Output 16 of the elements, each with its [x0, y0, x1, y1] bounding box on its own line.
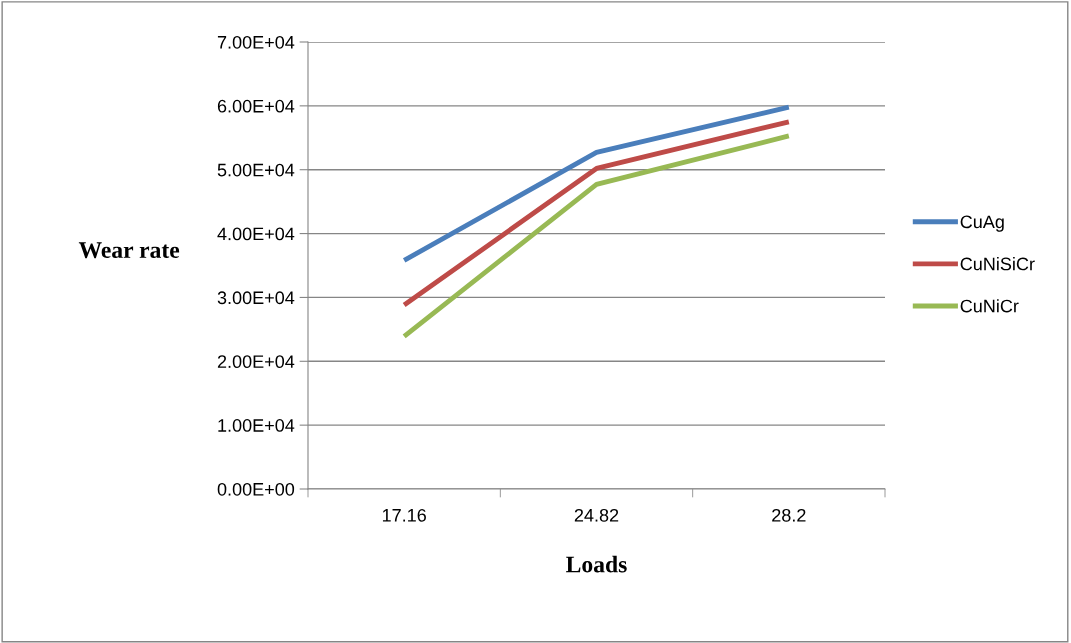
y-tick-label: 7.00E+04 — [217, 35, 295, 49]
y-tick-label: 2.00E+04 — [217, 355, 295, 369]
y-tick-label: 3.00E+04 — [217, 291, 295, 305]
x-axis-title: Loads — [566, 555, 627, 573]
y-tick-label: 1.00E+04 — [218, 419, 295, 432]
legend-label: CuNiCr — [960, 299, 1019, 313]
y-axis-title: Wear rate — [78, 242, 180, 259]
x-tick-label: 24.82 — [574, 508, 619, 522]
x-tick-label: 28.2 — [772, 508, 806, 522]
legend-label: CuAg — [960, 215, 1004, 232]
legend-label: CuNiSiCr — [960, 257, 1035, 271]
y-tick-label: 6.00E+04 — [217, 99, 295, 113]
y-tick-label: 5.00E+04 — [217, 163, 295, 177]
y-tick-label: 4.00E+04 — [217, 227, 295, 241]
x-tick-label: 17.16 — [382, 508, 426, 522]
y-tick-label: 0.00E+00 — [217, 482, 295, 496]
